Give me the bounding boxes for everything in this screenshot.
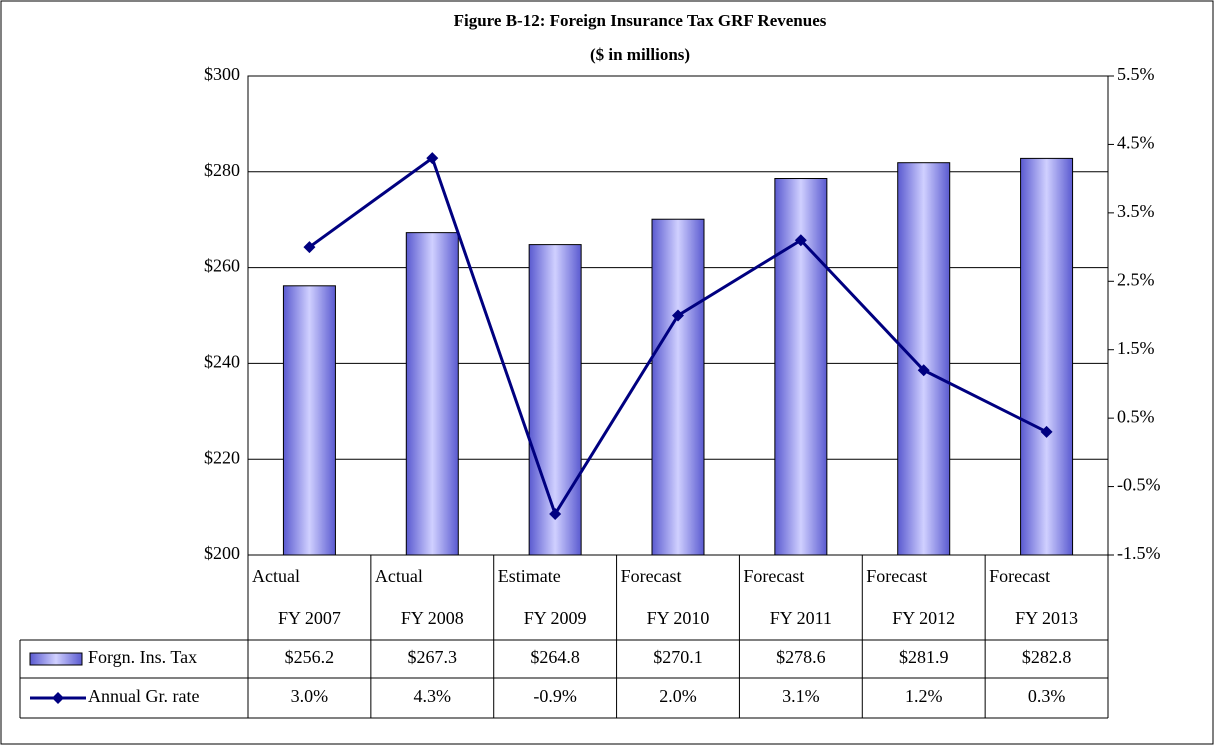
marker — [303, 241, 316, 254]
y2-tick-label: -0.5% — [1117, 475, 1161, 495]
marker — [672, 309, 684, 322]
x-tick-label: FY 2007 — [278, 608, 341, 628]
y-tick-label: $280 — [204, 160, 240, 180]
y-tick-label: $220 — [204, 447, 240, 467]
x-tick-label: FY 2013 — [1015, 608, 1078, 628]
table-value: 1.2% — [905, 686, 943, 706]
x-tick-label: Estimate — [498, 566, 561, 586]
table-value: $256.2 — [285, 647, 335, 667]
table-value: 0.3% — [1028, 686, 1066, 706]
table-value: 3.0% — [291, 686, 329, 706]
legend-label: Forgn. Ins. Tax — [88, 647, 197, 667]
y2-tick-label: 1.5% — [1117, 338, 1155, 358]
table-value: $278.6 — [776, 647, 826, 667]
x-tick-label: FY 2009 — [524, 608, 587, 628]
bar — [282, 285, 336, 556]
table-value: 2.0% — [659, 686, 697, 706]
y2-tick-label: -1.5% — [1117, 543, 1161, 563]
x-tick-label: Actual — [252, 566, 300, 586]
table-value: $270.1 — [653, 647, 703, 667]
y-tick-label: $240 — [204, 352, 240, 372]
marker — [917, 364, 930, 377]
x-tick-label: Forecast — [743, 566, 804, 586]
bar — [651, 218, 705, 556]
y2-tick-label: 0.5% — [1117, 406, 1155, 426]
marker — [549, 507, 562, 520]
y2-tick-label: 5.5% — [1117, 64, 1155, 84]
y-tick-label: $260 — [204, 256, 240, 276]
bar — [405, 232, 459, 556]
y-tick-label: $300 — [204, 64, 240, 84]
table-value: -0.9% — [533, 686, 577, 706]
x-tick-label: Actual — [375, 566, 423, 586]
x-tick-label: Forecast — [989, 566, 1050, 586]
chart-title: Figure B-12: Foreign Insurance Tax GRF R… — [454, 11, 827, 30]
marker — [426, 152, 439, 165]
legend-label: Annual Gr. rate — [88, 686, 199, 706]
table-value: $264.8 — [530, 647, 580, 667]
y2-tick-label: 3.5% — [1117, 201, 1155, 221]
bar — [897, 162, 951, 556]
y-tick-label: $200 — [204, 543, 240, 563]
marker — [794, 234, 807, 247]
table-value: 4.3% — [414, 686, 452, 706]
x-tick-label: Forecast — [866, 566, 927, 586]
legend-key — [29, 652, 83, 666]
y2-tick-label: 4.5% — [1117, 133, 1155, 153]
table-value: $267.3 — [408, 647, 458, 667]
marker — [1040, 425, 1053, 438]
y2-tick-label: 2.5% — [1117, 269, 1155, 289]
x-tick-label: FY 2011 — [770, 608, 832, 628]
x-tick-label: Forecast — [621, 566, 682, 586]
x-tick-label: FY 2008 — [401, 608, 464, 628]
table-value: $281.9 — [899, 647, 949, 667]
x-tick-label: FY 2012 — [892, 608, 955, 628]
bar — [1020, 157, 1074, 556]
x-tick-label: FY 2010 — [647, 608, 710, 628]
table-value: 3.1% — [782, 686, 820, 706]
chart-subtitle: ($ in millions) — [590, 45, 690, 64]
bar — [528, 244, 582, 556]
table-value: $282.8 — [1022, 647, 1072, 667]
legend-key — [52, 692, 64, 704]
